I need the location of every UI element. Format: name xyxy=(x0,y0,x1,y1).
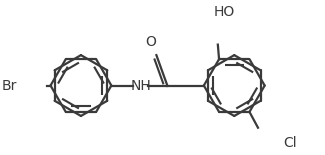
Text: Br: Br xyxy=(2,79,17,93)
Text: NH: NH xyxy=(130,79,151,93)
Text: Cl: Cl xyxy=(283,136,296,150)
Text: HO: HO xyxy=(214,5,235,19)
Text: O: O xyxy=(146,35,156,49)
